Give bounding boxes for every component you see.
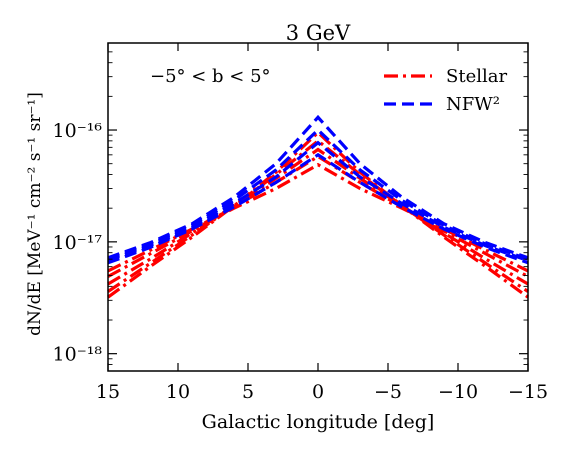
chart-title: 3 GeV bbox=[286, 21, 351, 45]
legend-label-nfw2: NFW² bbox=[446, 94, 500, 115]
y-axis-label: dN/dE [MeV⁻¹ cm⁻² s⁻¹ sr⁻¹] bbox=[25, 92, 45, 336]
x-tick-label: 0 bbox=[312, 381, 324, 403]
tick-layer: 15 10 5 0 −5 −10 −15 10⁻¹⁸ 10⁻¹⁷ 10⁻¹⁶ bbox=[53, 43, 548, 403]
y-tick-label: 10⁻¹⁷ bbox=[53, 232, 103, 254]
x-tick-label: 5 bbox=[242, 381, 254, 403]
series-layer bbox=[107, 114, 529, 299]
x-axis-label: Galactic longitude [deg] bbox=[202, 411, 435, 433]
legend-label-stellar: Stellar bbox=[446, 66, 507, 87]
x-tick-label: 10 bbox=[166, 381, 190, 403]
y-tick-label: 10⁻¹⁶ bbox=[53, 120, 103, 142]
x-tick-label: 15 bbox=[96, 381, 120, 403]
x-tick-label: −15 bbox=[508, 381, 548, 403]
series-line-stellar-2 bbox=[107, 147, 529, 286]
series-line-stellar-1 bbox=[107, 138, 529, 293]
x-tick-label: −10 bbox=[438, 381, 478, 403]
legend: Stellar NFW² bbox=[384, 66, 507, 115]
series-line-stellar-3 bbox=[107, 154, 529, 278]
series-line-stellar-4 bbox=[107, 162, 529, 273]
region-annotation: −5° < b < 5° bbox=[150, 66, 271, 87]
plot-frame bbox=[107, 42, 529, 372]
x-tick-label: −5 bbox=[374, 381, 402, 403]
y-tick-label: 10⁻¹⁸ bbox=[53, 344, 103, 366]
series-line-nfw-8 bbox=[107, 152, 529, 265]
series-line-stellar-0 bbox=[107, 130, 529, 299]
